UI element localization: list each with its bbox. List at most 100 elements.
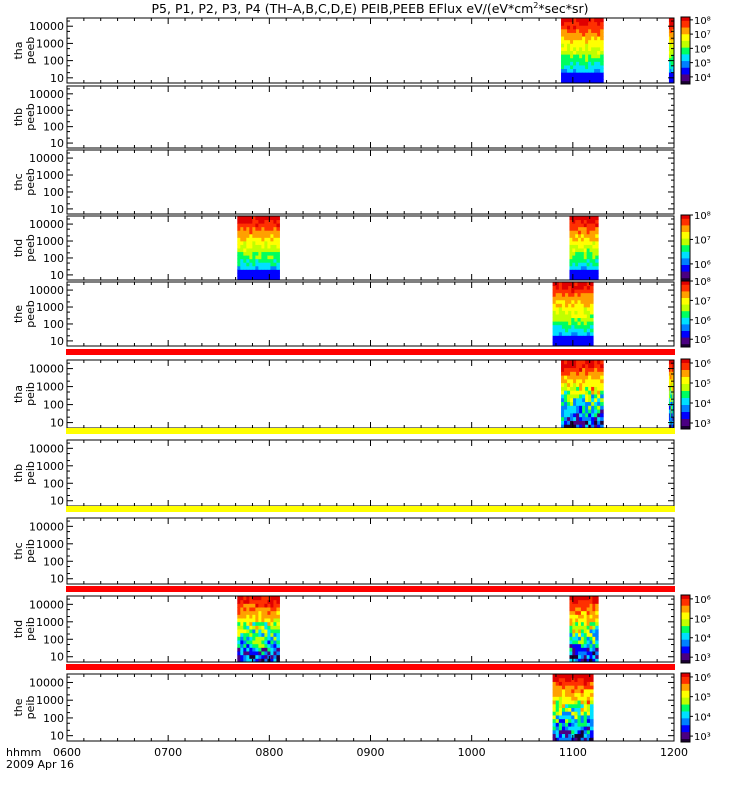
- y-tick-label: 1000: [36, 104, 64, 117]
- y-tick-label: 1000: [36, 235, 64, 248]
- status-bar-thd-peib: [66, 586, 675, 592]
- panel-probe-label: thb: [12, 464, 25, 482]
- y-tick-label: 1000: [36, 460, 64, 473]
- spectrogram-block-thd-peib-2: [569, 596, 599, 662]
- panel-product-label: peeb: [24, 168, 37, 196]
- panel-product-label: peib: [24, 539, 37, 563]
- y-tick-label: 10000: [29, 442, 64, 455]
- panel-probe-label: thc: [12, 173, 25, 190]
- panel-thd-peib: 10 100 1000 10000 thd peib 10³ 10⁴ 10⁵ 10⁶: [12, 586, 711, 664]
- y-tick-label: 10: [50, 651, 64, 664]
- y-tick-label: 10: [50, 269, 64, 282]
- colorbar-tick-label: 10⁶: [694, 316, 711, 327]
- y-tick-label: 100: [43, 633, 64, 646]
- y-tick-label: 10000: [29, 152, 64, 165]
- x-tick-label: 0600: [53, 746, 81, 759]
- panel-frame: [66, 149, 675, 215]
- panel-probe-label: thd: [12, 239, 25, 257]
- colorbar-tick-label: 10⁵: [694, 379, 711, 390]
- panel-product-label: peeb: [24, 234, 37, 262]
- y-tick-label: 100: [43, 712, 64, 725]
- title-end: *sec*sr): [538, 1, 588, 16]
- y-tick-label: 10000: [29, 218, 64, 231]
- panel-tha-peeb: 10 100 1000 10000 tha peeb 10⁴ 10⁵ 10⁶ 10⁷ 10⁸: [12, 16, 711, 85]
- title-main: P5, P1, P2, P3, P4 (TH–A,B,C,D,E) PEIB,P…: [152, 1, 534, 16]
- panel-probe-label: tha: [12, 41, 25, 59]
- spectrogram-block-thd-peib-1: [237, 596, 280, 662]
- panel-frame: [66, 439, 675, 507]
- colorbar-tick-label: 10⁴: [694, 712, 711, 723]
- y-tick-label: 1000: [36, 169, 64, 182]
- x-tick-label: 0700: [154, 746, 182, 759]
- panel-the-peeb: 10 100 1000 10000 the peeb 10⁵ 10⁶ 10⁷ 10⁸: [12, 277, 711, 348]
- panel-thb-peib: 10 100 1000 10000 thb peib: [12, 428, 675, 508]
- y-tick-label: 1000: [36, 616, 64, 629]
- y-tick-label: 10: [50, 137, 64, 150]
- y-tick-label: 10: [50, 203, 64, 216]
- y-tick-label: 10: [50, 495, 64, 508]
- spectrogram-block-thd-peeb-2: [569, 216, 599, 280]
- panel-probe-label: thd: [12, 620, 25, 638]
- colorbar-tick-label: 10⁶: [694, 44, 711, 55]
- y-tick-label: 10000: [29, 598, 64, 611]
- y-tick-label: 10: [50, 72, 64, 85]
- panel-probe-label: thc: [12, 542, 25, 559]
- y-tick-label: 1000: [36, 37, 64, 50]
- panel-product-label: peib: [24, 382, 37, 406]
- panel-tha-peib: 10 100 1000 10000 tha peib 10³ 10⁴ 10⁵ 10⁶: [12, 349, 711, 430]
- colorbar-tha-peeb: 10⁴ 10⁵ 10⁶ 10⁷ 10⁸: [680, 16, 711, 85]
- panel-product-label: peeb: [24, 300, 37, 328]
- x-axis-label-date: 2009 Apr 16: [6, 758, 74, 771]
- panels-group: 10 100 1000 10000 tha peeb 10⁴ 10⁵ 10⁶ 10⁷ 10⁸ 10 10…: [12, 16, 711, 743]
- colorbar-tick-label: 10⁷: [694, 30, 711, 41]
- y-tick-label: 10: [50, 335, 64, 348]
- x-tick-label: 1200: [660, 746, 688, 759]
- colorbar-tick-label: 10⁸: [694, 211, 711, 222]
- y-tick-label: 10: [50, 417, 64, 430]
- colorbar-tick-label: 10⁴: [694, 399, 711, 410]
- x-tick-label: 0900: [357, 746, 385, 759]
- colorbar-tick-label: 10⁷: [694, 296, 711, 307]
- panel-the-peib: 10 100 1000 10000 the peib 10³ 10⁴ 10⁵ 10⁶: [12, 664, 711, 743]
- spectrogram-block-tha-peeb-1: [561, 18, 604, 83]
- status-bar-the-peib: [66, 664, 675, 670]
- colorbar-thd-peib: 10³ 10⁴ 10⁵ 10⁶: [680, 594, 711, 664]
- colorbar-tick-label: 10⁶: [694, 673, 711, 684]
- panel-thb-peeb: 10 100 1000 10000 thb peeb: [12, 85, 675, 150]
- panel-thc-peib: 10 100 1000 10000 thc peib: [12, 506, 675, 586]
- x-axis: 0600 0700 0800 0900 1000 1100 1200: [53, 746, 688, 759]
- colorbar-tick-label: 10⁴: [694, 73, 711, 84]
- y-tick-label: 100: [43, 252, 64, 265]
- colorbar-tick-label: 10⁸: [694, 16, 711, 27]
- colorbar-the-peib: 10³ 10⁴ 10⁵ 10⁶: [680, 672, 711, 743]
- y-tick-label: 100: [43, 121, 64, 134]
- y-tick-label: 10000: [29, 20, 64, 33]
- panel-frame: [66, 85, 675, 149]
- y-tick-label: 100: [43, 186, 64, 199]
- y-tick-label: 1000: [36, 538, 64, 551]
- x-axis-label-hhmm: hhmm: [6, 746, 41, 759]
- colorbar-tick-label: 10⁵: [694, 614, 711, 625]
- y-tick-label: 1000: [36, 694, 64, 707]
- colorbar-tick-label: 10⁴: [694, 634, 711, 645]
- spectrogram-block-the-peeb-1: [552, 282, 594, 346]
- colorbar-tick-label: 10⁶: [694, 359, 711, 370]
- x-tick-label: 0800: [255, 746, 283, 759]
- y-tick-label: 100: [43, 555, 64, 568]
- panel-probe-label: tha: [12, 385, 25, 403]
- colorbar-tick-label: 10⁵: [694, 335, 711, 346]
- y-tick-label: 10000: [29, 363, 64, 376]
- panel-frame: [66, 517, 675, 585]
- y-tick-label: 100: [43, 399, 64, 412]
- y-tick-label: 100: [43, 318, 64, 331]
- y-tick-label: 1000: [36, 301, 64, 314]
- y-tick-label: 10: [50, 573, 64, 586]
- status-bar-tha-peib: [66, 349, 675, 355]
- colorbar-tha-peib: 10³ 10⁴ 10⁵ 10⁶: [680, 358, 711, 430]
- y-tick-label: 10: [50, 730, 64, 743]
- panel-probe-label: the: [12, 698, 25, 716]
- colorbar-tick-label: 10⁸: [694, 277, 711, 288]
- panel-thd-peeb: 10 100 1000 10000 thd peeb 10⁶ 10⁷ 10⁸: [12, 211, 711, 282]
- colorbar-tick-label: 10³: [694, 653, 711, 664]
- status-bar-thb-peib: [66, 428, 675, 434]
